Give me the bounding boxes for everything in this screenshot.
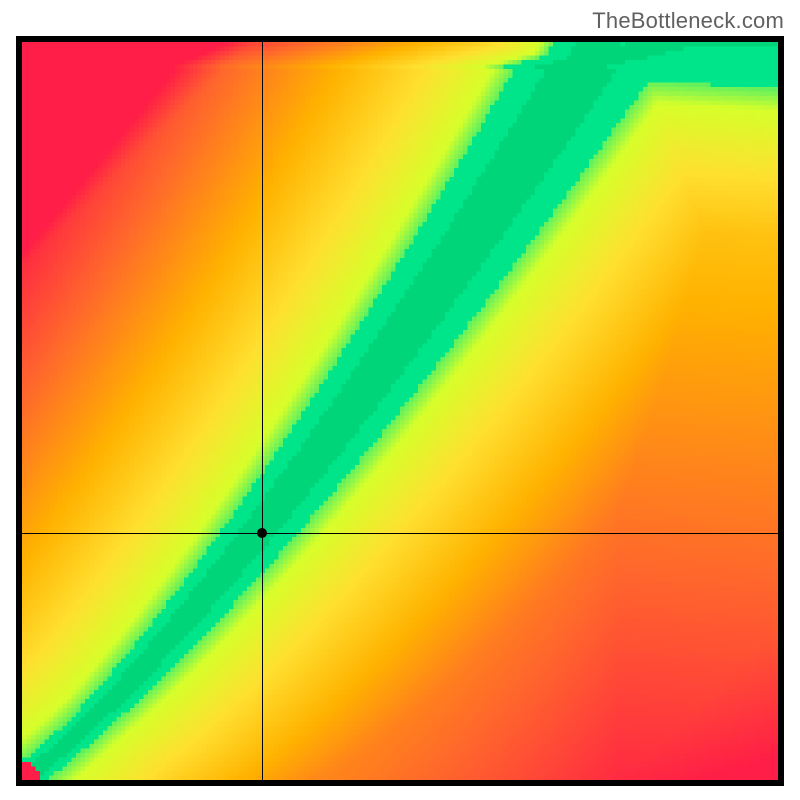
crosshair-vertical: [262, 42, 263, 780]
watermark-text: TheBottleneck.com: [592, 8, 784, 34]
chart-container: TheBottleneck.com: [0, 0, 800, 800]
crosshair-horizontal: [22, 533, 778, 534]
heatmap-canvas: [22, 42, 778, 780]
bottleneck-marker: [257, 528, 267, 538]
chart-frame: [16, 36, 784, 786]
